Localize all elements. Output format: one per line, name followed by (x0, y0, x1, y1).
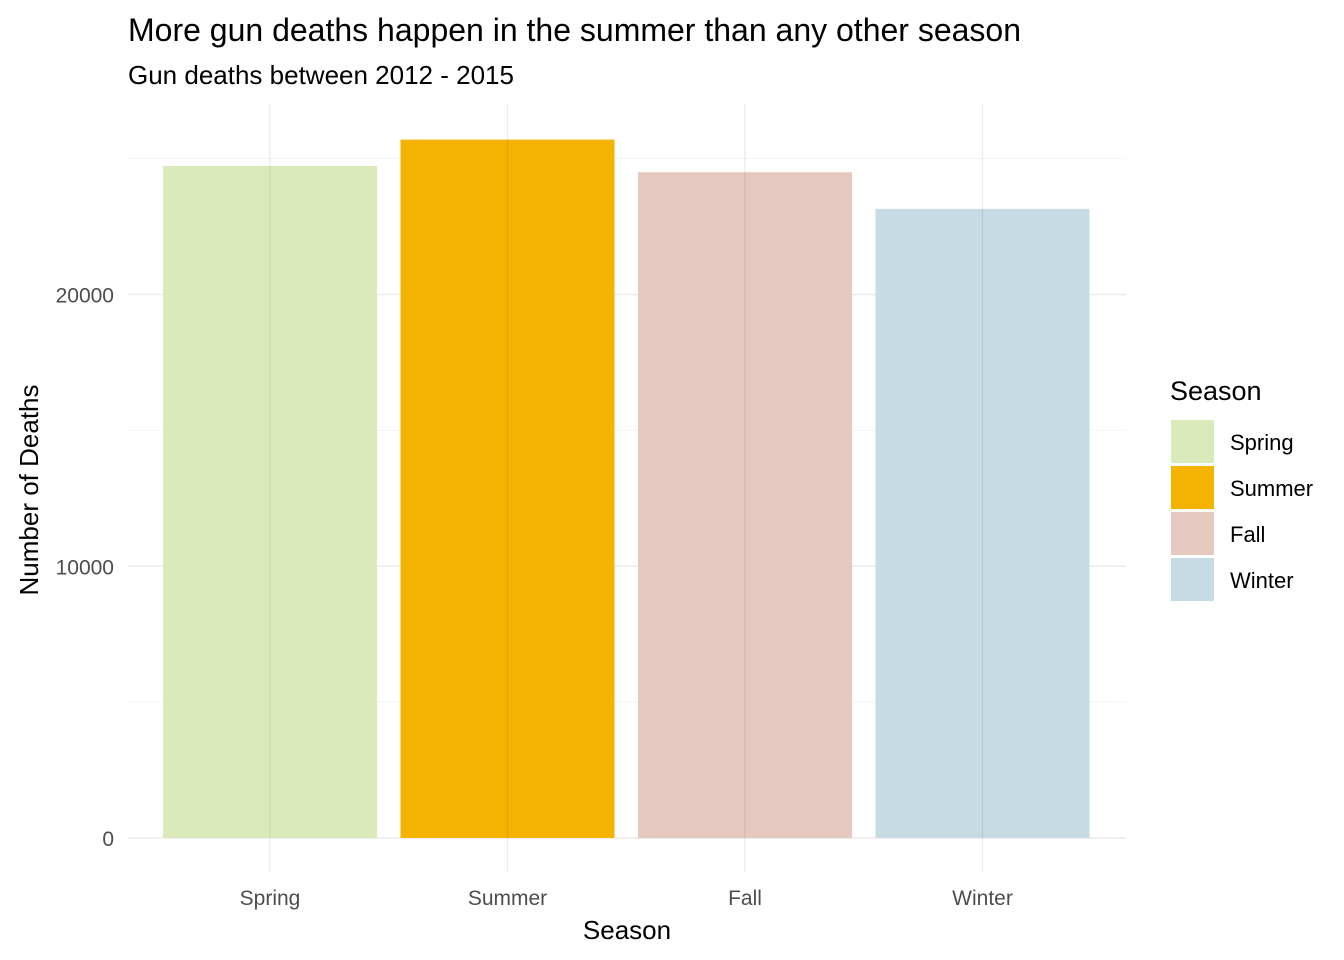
chart-subtitle: Gun deaths between 2012 - 2015 (128, 60, 514, 90)
x-axis-ticks: Spring Summer Fall Winter (240, 887, 1013, 910)
bar-spring (163, 165, 377, 838)
y-tick-label: 20000 (56, 285, 114, 308)
y-tick-label: 0 (102, 828, 114, 851)
bars (163, 104, 1090, 872)
legend-label-winter: Winter (1230, 568, 1294, 593)
legend-items: Spring Summer Fall Winter (1171, 420, 1313, 601)
x-tick-label: Fall (728, 887, 762, 910)
legend-title: Season (1170, 376, 1262, 406)
y-tick-label: 10000 (56, 556, 114, 579)
x-tick-label: Winter (952, 887, 1013, 910)
legend-label-fall: Fall (1230, 522, 1265, 547)
legend: Season Spring Summer Fall Winter (1170, 376, 1313, 601)
legend-swatch-spring (1171, 420, 1214, 463)
y-axis-title: Number of Deaths (14, 385, 44, 596)
x-tick-label: Spring (240, 887, 301, 910)
legend-swatch-winter (1171, 558, 1214, 601)
x-axis-title: Season (583, 915, 671, 945)
x-tick-label: Summer (468, 887, 547, 910)
y-axis-ticks: 0 10000 20000 (56, 285, 114, 852)
bar-winter (875, 208, 1090, 838)
bar-fall (638, 172, 852, 838)
bar-summer (400, 139, 615, 839)
legend-swatch-summer (1171, 466, 1214, 509)
legend-label-summer: Summer (1230, 476, 1313, 501)
chart-title: More gun deaths happen in the summer tha… (128, 12, 1021, 48)
legend-swatch-fall (1171, 512, 1214, 555)
legend-label-spring: Spring (1230, 430, 1294, 455)
